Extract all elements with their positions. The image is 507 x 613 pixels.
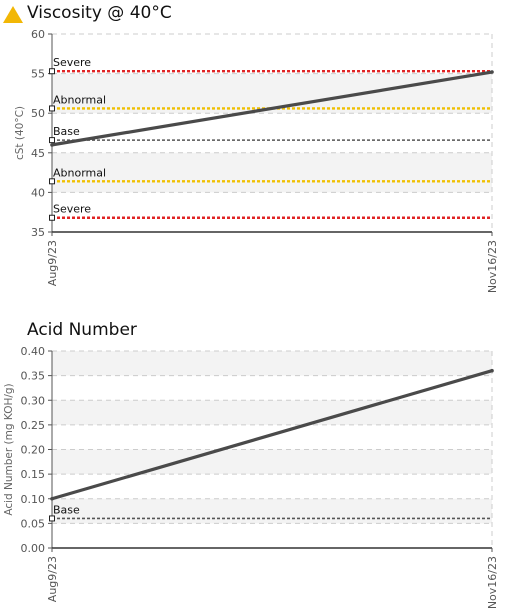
threshold-label: Severe <box>53 56 91 69</box>
x-tick-label: Aug9/23 <box>46 556 59 602</box>
y-tick-label: 0.25 <box>21 419 46 432</box>
x-tick-label: Nov16/23 <box>486 240 499 293</box>
threshold-label: Base <box>53 503 80 516</box>
y-tick-label: 40 <box>31 186 45 199</box>
threshold-marker <box>49 68 55 75</box>
threshold-marker <box>49 137 55 144</box>
threshold-marker <box>49 105 55 112</box>
y-tick-label: 0.35 <box>21 370 46 383</box>
data-point <box>490 368 494 373</box>
y-axis-label: cSt (40°C) <box>14 106 26 160</box>
series-line <box>50 369 494 501</box>
data-point <box>490 70 494 74</box>
viscosity-chart: 35 40 45 50 55 60 Aug9/23 Nov16/23 cSt (40°C) Sev… <box>14 28 499 293</box>
x-tick-label: Nov16/23 <box>486 556 499 609</box>
y-tick-label: 0.10 <box>21 493 46 506</box>
threshold-label: Base <box>53 125 80 138</box>
y-tick-label: 0.30 <box>21 394 46 407</box>
series-line <box>50 70 494 147</box>
y-axis-label: Acid Number (mg KOH/g) <box>3 383 15 515</box>
background-band <box>52 351 492 376</box>
y-tick-label: 60 <box>31 28 45 41</box>
threshold-marker <box>49 178 55 185</box>
threshold-label: Abnormal <box>53 93 106 106</box>
data-point <box>50 143 54 147</box>
threshold-marker <box>49 515 55 522</box>
background-band <box>52 73 492 114</box>
y-tick-label: 0.05 <box>21 517 46 530</box>
background-band <box>52 152 492 193</box>
y-tick-label: 35 <box>31 226 45 239</box>
chart-title-viscosity: Viscosity @ 40°C <box>27 3 172 23</box>
background-band <box>52 498 492 524</box>
y-tick-label: 50 <box>31 107 45 120</box>
data-point <box>50 496 54 501</box>
threshold-marker <box>49 214 55 221</box>
y-tick-label: 55 <box>31 68 45 81</box>
warning-triangle-icon <box>3 6 23 23</box>
x-tick-label: Aug9/23 <box>46 240 59 286</box>
background-band <box>52 400 492 425</box>
y-tick-label: 0.00 <box>21 542 46 555</box>
threshold-label: Severe <box>53 203 91 216</box>
y-tick-label: 0.40 <box>21 345 46 358</box>
threshold-label: Abnormal <box>53 166 106 179</box>
chart-title-acid-number: Acid Number <box>27 320 137 340</box>
y-tick-label: 0.20 <box>21 444 46 457</box>
acid-number-chart: 0.00 0.05 0.10 0.15 0.20 0.25 0.30 0.35 0.40 Aug9… <box>3 345 499 609</box>
background-band <box>52 449 492 475</box>
y-tick-label: 45 <box>31 147 45 160</box>
y-tick-label: 0.15 <box>21 468 46 481</box>
